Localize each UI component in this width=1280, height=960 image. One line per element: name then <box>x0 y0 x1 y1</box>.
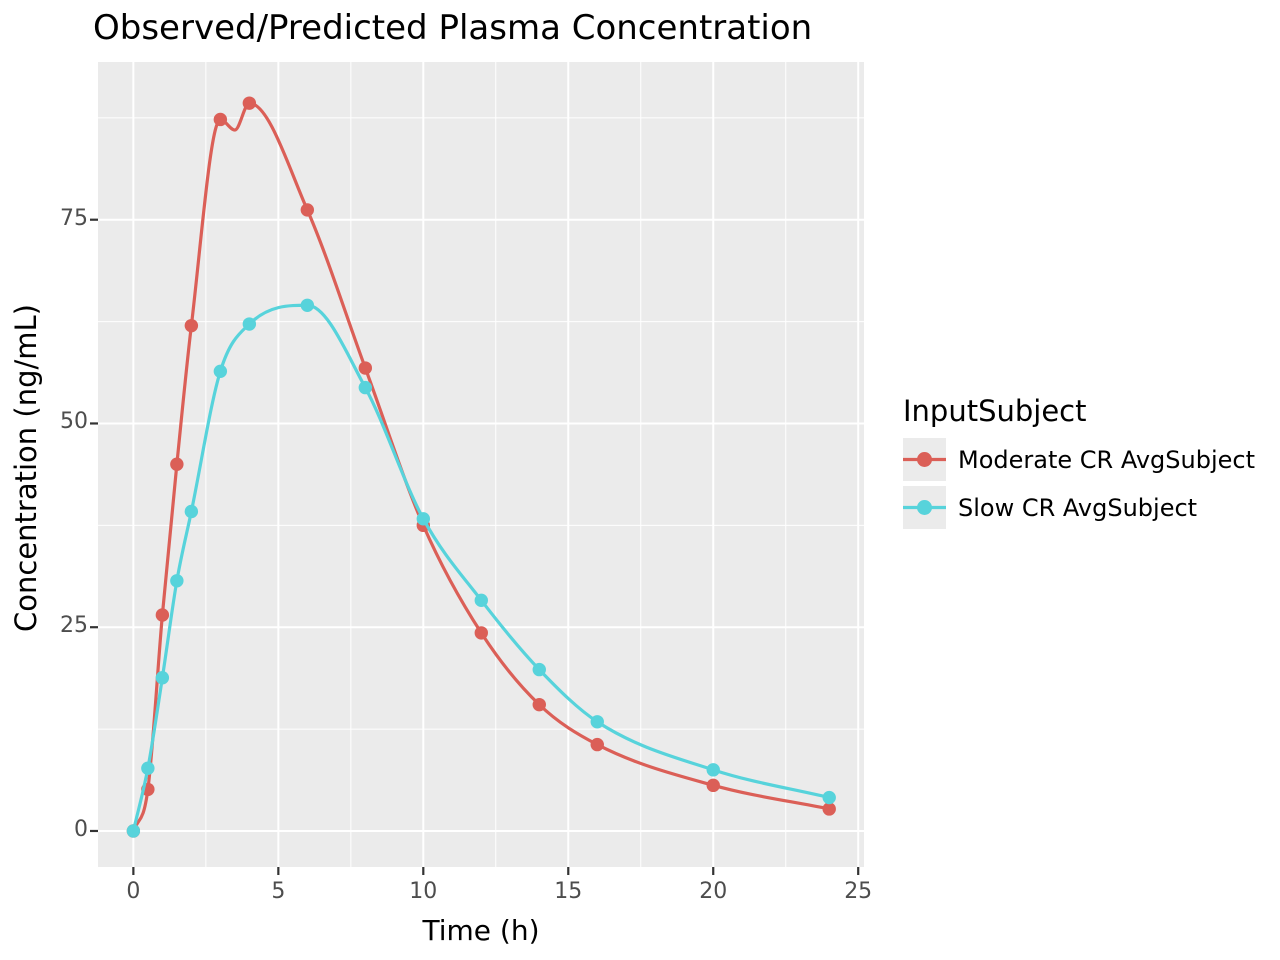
data-point <box>358 380 373 395</box>
data-point <box>170 574 184 588</box>
data-point <box>532 697 546 712</box>
chart-title: Observed/Predicted Plasma Concentration <box>93 8 813 48</box>
data-point <box>474 626 488 640</box>
data-point <box>242 317 257 331</box>
x-axis-label: Time (h) <box>422 914 540 947</box>
data-point <box>184 504 199 519</box>
legend: InputSubject Moderate CR AvgSubject Slow … <box>903 394 1255 534</box>
y-tick-label: 75 <box>60 205 88 231</box>
data-point <box>126 824 141 838</box>
data-point <box>184 318 199 333</box>
legend-key-icon <box>903 486 946 529</box>
x-tick-label: 0 <box>126 879 141 904</box>
data-point <box>590 737 604 752</box>
y-tick-label: 50 <box>60 409 88 435</box>
legend-item-label: Moderate CR AvgSubject <box>958 445 1255 474</box>
series-line-0 <box>131 101 831 833</box>
legend-item: Moderate CR AvgSubject <box>903 438 1255 481</box>
y-tick-label: 25 <box>60 613 88 639</box>
data-point <box>170 457 184 471</box>
x-tick-label: 20 <box>699 879 728 904</box>
data-point <box>706 763 720 777</box>
data-point <box>300 203 315 217</box>
legend-item-label: Slow CR AvgSubject <box>958 493 1198 522</box>
data-point <box>242 96 257 110</box>
data-point <box>822 790 836 805</box>
data-point <box>155 608 170 622</box>
data-point <box>590 715 604 729</box>
x-tick-label: 5 <box>271 879 286 904</box>
x-tick-label: 15 <box>554 879 583 904</box>
legend-title: InputSubject <box>903 394 1087 428</box>
x-tick-label: 10 <box>409 879 438 904</box>
legend-key-icon <box>903 438 946 481</box>
data-point <box>416 512 431 526</box>
panel-background <box>98 62 864 867</box>
data-point <box>706 778 720 793</box>
data-point <box>474 593 488 608</box>
data-point <box>141 761 155 775</box>
data-point <box>822 802 836 816</box>
data-point <box>213 112 228 127</box>
data-point <box>155 671 170 685</box>
legend-item: Slow CR AvgSubject <box>903 486 1255 529</box>
data-point <box>213 364 228 379</box>
data-point <box>532 662 546 677</box>
data-point <box>300 298 315 312</box>
y-axis-label: Concentration (ng/mL) <box>9 304 43 632</box>
y-tick-label: 0 <box>74 816 88 842</box>
legend-items: Moderate CR AvgSubject Slow CR AvgSubject <box>903 438 1255 529</box>
data-point <box>358 361 373 375</box>
x-tick-label: 25 <box>844 879 873 904</box>
